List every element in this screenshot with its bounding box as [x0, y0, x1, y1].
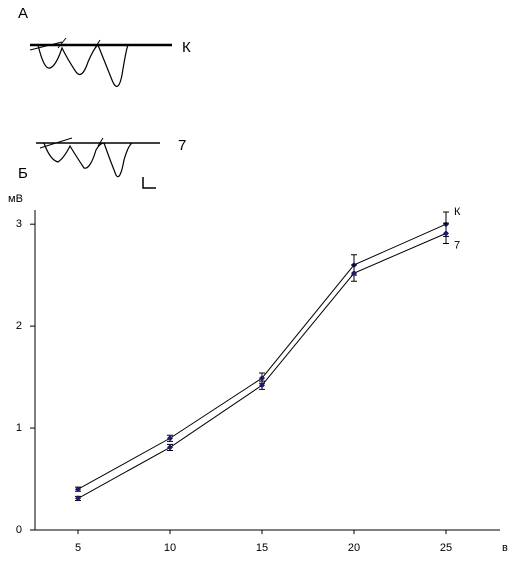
x-tick-label: 25 [440, 542, 452, 554]
marker [351, 270, 357, 277]
trace [43, 142, 133, 178]
trace-artifact [29, 37, 101, 51]
marker [167, 444, 173, 451]
marker [75, 495, 81, 502]
y-tick-label: 3 [16, 218, 22, 230]
x-tick-label: 15 [256, 542, 268, 554]
marker [443, 230, 449, 237]
marker [259, 382, 265, 389]
marker [259, 375, 265, 382]
panel-label: Б [18, 165, 28, 182]
trace-label: К [182, 39, 191, 56]
series-line [77, 223, 447, 490]
y-tick-label: 1 [16, 422, 22, 434]
marker [75, 486, 81, 493]
y-axis-label: мВ [8, 193, 23, 205]
x-tick-label: 10 [164, 542, 176, 554]
series-label: 7 [454, 239, 460, 251]
x-tick-label: 20 [348, 542, 360, 554]
series-label: К [454, 206, 461, 218]
y-tick-label: 2 [16, 320, 22, 332]
x-tick-label: 5 [75, 542, 81, 554]
panel-label: А [18, 5, 28, 22]
trace [37, 44, 129, 87]
scale-bar [142, 177, 156, 189]
trace-artifact [39, 137, 104, 149]
marker [167, 435, 173, 442]
x-axis-label: в [502, 542, 508, 554]
y-tick-label: 0 [16, 524, 22, 536]
traces [29, 37, 172, 189]
trace-label: 7 [178, 137, 186, 154]
